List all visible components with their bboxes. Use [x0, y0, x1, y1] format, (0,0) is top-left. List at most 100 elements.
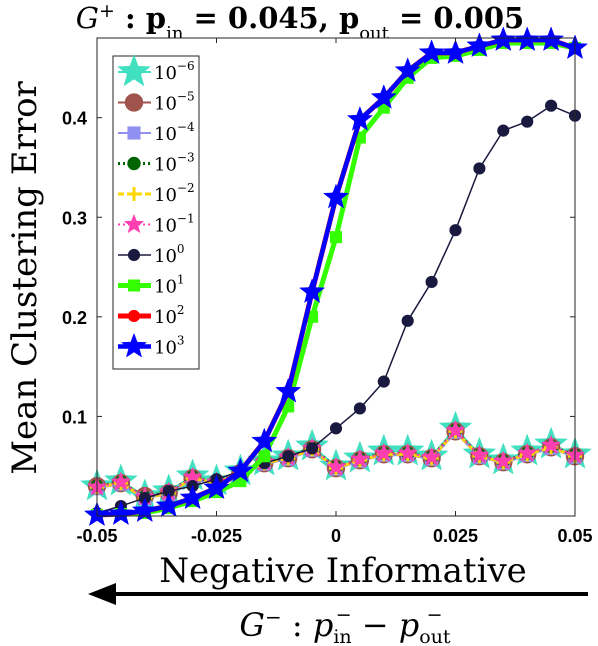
legend-marker	[127, 126, 141, 140]
legend-marker	[127, 156, 141, 171]
legend-label: 102	[154, 303, 185, 328]
data-point	[329, 422, 343, 435]
title-sep: :	[115, 1, 146, 35]
legend-entry: 103	[118, 332, 185, 359]
data-point	[449, 224, 462, 237]
title-prefix: G	[76, 1, 99, 35]
p-out-sup: −	[427, 604, 443, 626]
x-tick-label: 0.025	[433, 526, 478, 546]
legend-label: 10−6	[154, 59, 195, 84]
data-point	[258, 450, 271, 463]
data-point	[107, 500, 134, 526]
data-point	[227, 457, 254, 483]
data-point	[538, 26, 565, 52]
p-in-symbol: p	[313, 606, 333, 644]
legend-entry: 10−6	[117, 54, 195, 87]
legend-label: 10−5	[154, 90, 195, 115]
data-point	[353, 402, 366, 415]
title-p-in-value: = 0.045,	[183, 1, 339, 35]
legend-marker	[117, 54, 151, 87]
legend-entry: 102	[118, 303, 185, 328]
data-point	[401, 314, 414, 327]
y-tick-label: 0.3	[62, 208, 87, 228]
data-point	[373, 442, 394, 462]
x-axis-secondary-label: G− : pin− − pout−	[239, 604, 451, 646]
data-point	[540, 434, 562, 454]
y-tick-label: 0.2	[62, 308, 87, 328]
data-point	[179, 484, 206, 510]
x-tick-label: 0	[331, 526, 341, 546]
data-point	[517, 442, 538, 462]
g-minus-prefix: G	[239, 606, 265, 644]
g-minus-sep: :	[282, 606, 313, 644]
p-out-symbol: p	[399, 606, 419, 644]
data-point	[514, 26, 541, 52]
legend-entry: 10−3	[118, 151, 195, 176]
y-tick-label: 0.1	[62, 407, 87, 427]
p-in-sup: −	[336, 604, 352, 626]
legend-marker	[124, 93, 144, 112]
legend-marker	[120, 332, 148, 358]
title-p-in: p	[146, 1, 166, 35]
title-prefix-sup: +	[99, 0, 115, 22]
negative-direction-arrow	[88, 583, 588, 605]
legend: 10−6 10−5 10−4 10−3 10−2 10−1 100 101 102 103	[112, 54, 200, 370]
data-point	[418, 39, 445, 65]
p-out-sub: out	[419, 626, 451, 646]
y-tick-label: 0.4	[62, 109, 87, 129]
data-point	[110, 471, 132, 491]
data-point	[421, 446, 442, 466]
legend-label: 10−3	[154, 151, 195, 176]
data-point	[466, 32, 493, 58]
g-minus-sup: −	[265, 605, 282, 629]
title-p-out-value: = 0.005	[389, 1, 524, 35]
data-point	[275, 377, 302, 403]
data-point	[469, 444, 490, 464]
x-tick-label: 0.05	[557, 526, 592, 546]
legend-marker	[128, 279, 140, 292]
data-point	[397, 442, 418, 462]
legend-marker	[123, 213, 145, 234]
data-point	[322, 183, 350, 209]
data-point	[349, 448, 371, 468]
x-axis-label: Negative Informative	[159, 551, 527, 591]
data-point	[425, 275, 438, 289]
data-point	[493, 450, 514, 470]
data-point	[251, 427, 278, 453]
series-10^3	[83, 26, 589, 527]
data-point	[442, 39, 469, 65]
x-tick-label: -0.025	[191, 526, 242, 546]
legend-label: 10−4	[154, 120, 195, 145]
legend-entry: 10−2	[118, 181, 195, 206]
x-tick-label: -0.05	[76, 526, 117, 546]
legend-entry: 10−5	[118, 90, 195, 115]
data-point	[394, 57, 421, 82]
data-point	[330, 231, 342, 244]
title-p-out: p	[339, 1, 359, 35]
legend-entry: 101	[118, 273, 185, 298]
legend-entry: 100	[118, 242, 185, 267]
p-in-sub: in	[333, 626, 351, 646]
legend-label: 101	[154, 273, 185, 298]
chart-title: G+ : pin = 0.045, pout = 0.005	[76, 0, 524, 44]
data-point	[521, 115, 534, 128]
data-point	[370, 84, 397, 109]
legend-label: 10−1	[154, 212, 195, 237]
data-point	[490, 26, 517, 52]
data-point	[155, 492, 182, 518]
y-axis-label: Mean Clustering Error	[5, 80, 45, 474]
legend-marker	[127, 309, 141, 323]
legend-entry: 10−1	[118, 212, 195, 237]
data-point	[545, 99, 558, 112]
data-point	[346, 105, 373, 131]
legend-marker	[127, 248, 141, 262]
data-point	[306, 442, 319, 455]
data-point	[325, 456, 347, 476]
data-point	[282, 450, 295, 463]
ticks-layer: -0.05 -0.025 0 0.025 0.05 0.1 0.2 0.3 0.4	[62, 37, 593, 546]
legend-label: 10−2	[154, 181, 195, 206]
legend-label: 103	[154, 334, 185, 359]
data-point	[377, 375, 390, 388]
data-point	[445, 419, 466, 439]
data-point	[203, 474, 230, 500]
